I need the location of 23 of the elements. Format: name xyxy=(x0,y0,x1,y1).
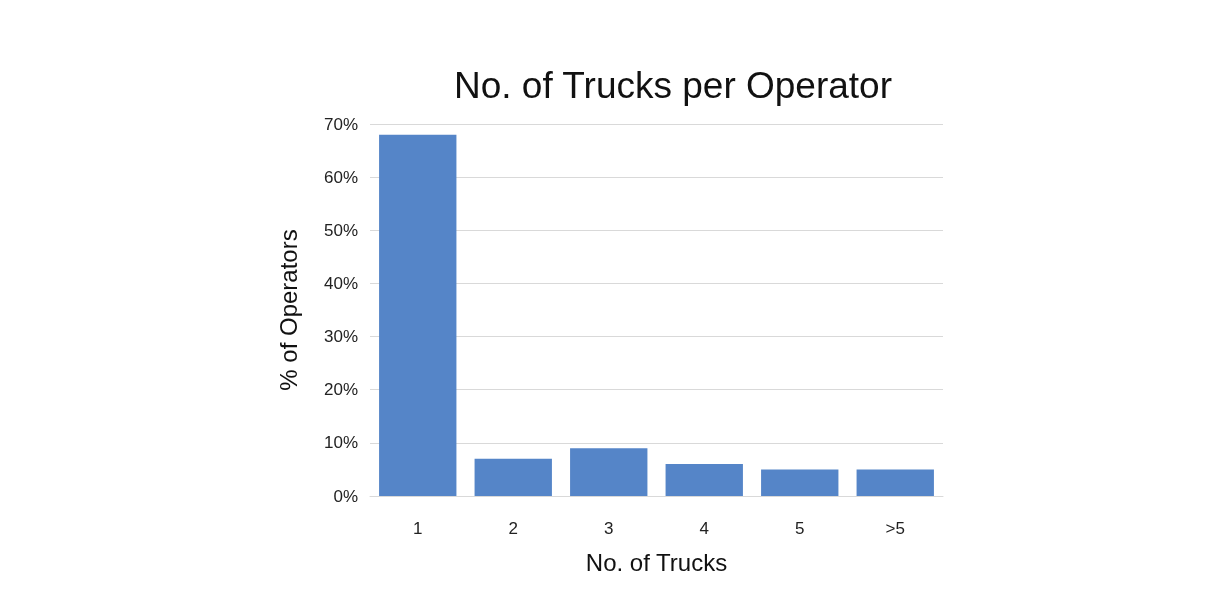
x-axis-title: No. of Trucks xyxy=(585,548,728,576)
bar xyxy=(665,464,743,496)
bar xyxy=(570,448,648,496)
x-tick-label: 3 xyxy=(604,519,614,538)
x-tick-label: >5 xyxy=(885,519,905,538)
x-tick-label: 4 xyxy=(699,519,709,538)
y-tick-label: 20% xyxy=(323,380,358,400)
chart-title: No. of Trucks per Operator xyxy=(453,65,893,106)
y-tick-label: 10% xyxy=(323,433,358,453)
y-axis-title: % of Operators xyxy=(274,229,302,391)
y-tick-label: 50% xyxy=(323,220,358,240)
y-tick-label: 30% xyxy=(323,327,358,347)
x-tick-label: 2 xyxy=(508,519,518,538)
bar xyxy=(761,469,839,496)
bar xyxy=(856,469,934,496)
bar xyxy=(379,134,457,496)
y-tick-label: 40% xyxy=(323,273,358,293)
y-tick-label: 0% xyxy=(333,486,358,506)
bar xyxy=(474,458,552,496)
x-tick-label: 5 xyxy=(795,519,805,538)
y-tick-label: 60% xyxy=(323,167,358,187)
x-tick-label: 1 xyxy=(413,519,423,538)
y-tick-label: 70% xyxy=(323,114,358,134)
